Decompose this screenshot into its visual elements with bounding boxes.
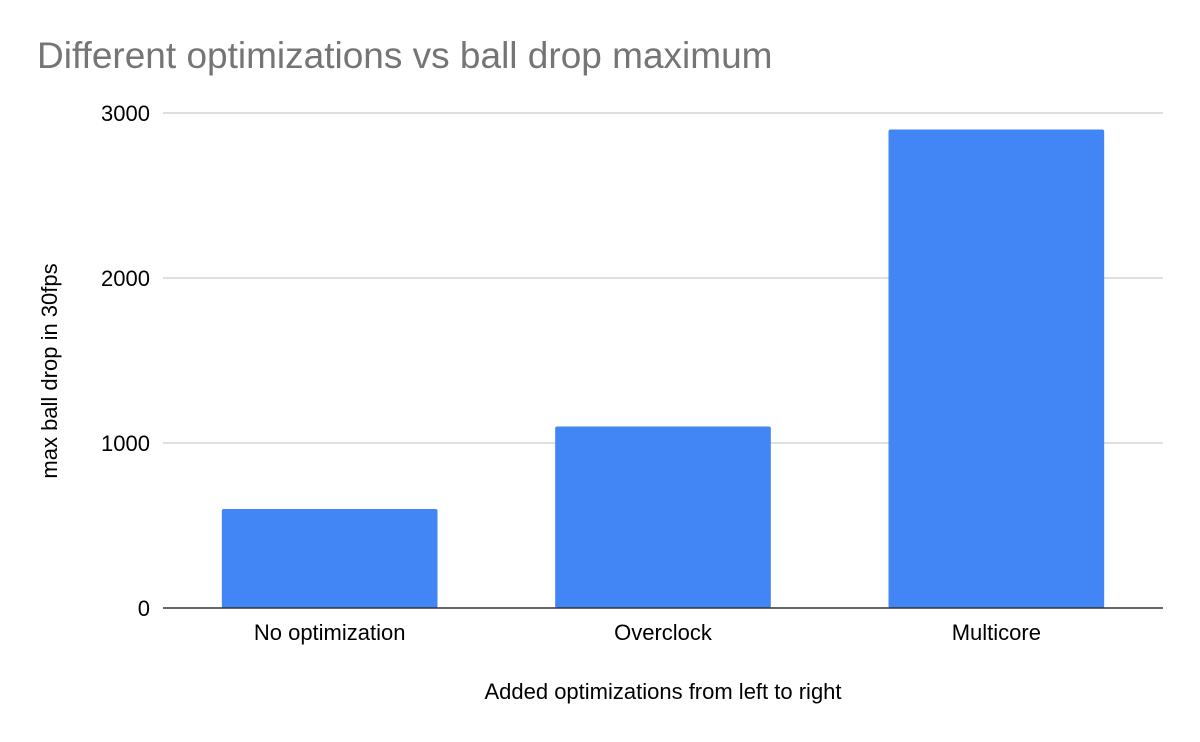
y-axis-ticks: 0 1000 2000 3000: [101, 101, 150, 621]
y-tick-label: 3000: [101, 101, 150, 126]
chart-title: Different optimizations vs ball drop max…: [37, 35, 772, 76]
y-axis-label: max ball drop in 30fps: [37, 263, 62, 478]
bar: [555, 426, 771, 608]
bar: [221, 509, 438, 608]
bars: [221, 129, 1105, 608]
x-tick-label: No optimization: [254, 620, 406, 645]
y-tick-label: 1000: [101, 431, 150, 456]
x-tick-label: Overclock: [614, 620, 713, 645]
y-tick-label: 0: [138, 596, 150, 621]
x-axis-label: Added optimizations from left to right: [484, 679, 841, 704]
x-tick-label: Multicore: [952, 620, 1041, 645]
bar: [888, 129, 1105, 608]
x-axis-ticks: No optimization Overclock Multicore: [254, 620, 1041, 645]
y-tick-label: 2000: [101, 266, 150, 291]
